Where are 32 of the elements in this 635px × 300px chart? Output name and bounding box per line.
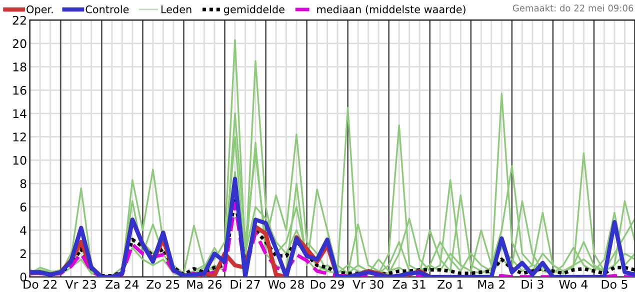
- x-tick-label: Do 29: [310, 280, 344, 289]
- legend-label: gemiddelde: [224, 5, 284, 16]
- y-tick-label: 16: [13, 86, 26, 95]
- x-tick-label: Zo 1: [438, 280, 463, 289]
- y-tick-label: 8: [20, 179, 26, 188]
- x-tick-label: Do 5: [602, 280, 628, 289]
- x-tick-label: Za 31: [392, 280, 426, 289]
- y-tick-label: 20: [12, 39, 26, 48]
- text: Gemaakt: do 22 mei 09:06: [512, 4, 634, 12]
- y-tick-label: 10: [13, 156, 26, 165]
- y-tick-label: 12: [13, 132, 26, 142]
- legend-label: mediaan (middelste waarde): [317, 5, 466, 14]
- x-tick-label: Wo 28: [268, 280, 304, 289]
- x-tick-label: Ma 2: [478, 280, 505, 289]
- x-tick-label: Za 24: [106, 280, 139, 289]
- y-tick-label: 22: [12, 16, 26, 25]
- y-tick-label: 14: [13, 109, 26, 118]
- x-tick-label: Di 3: [522, 280, 544, 289]
- legend-label: Oper.: [26, 5, 53, 16]
- x-tick-label: Wo 4: [559, 280, 588, 289]
- x-tick-label: Do 22: [24, 280, 56, 289]
- x-tick-label: Vr 30: [352, 280, 384, 289]
- y-tick-label: 2: [20, 249, 26, 258]
- legend-label: Leden: [161, 5, 192, 14]
- y-tick-label: 4: [20, 226, 26, 235]
- x-tick-label: Zo 25: [146, 280, 180, 289]
- x-tick-label: Vr 23: [65, 280, 96, 289]
- y-tick-label: 18: [13, 62, 26, 72]
- y-tick-label: 6: [20, 202, 26, 212]
- legend-label: Controle: [86, 5, 129, 14]
- x-tick-label: Di 27: [230, 280, 260, 289]
- x-tick-label: Ma 26: [187, 280, 222, 289]
